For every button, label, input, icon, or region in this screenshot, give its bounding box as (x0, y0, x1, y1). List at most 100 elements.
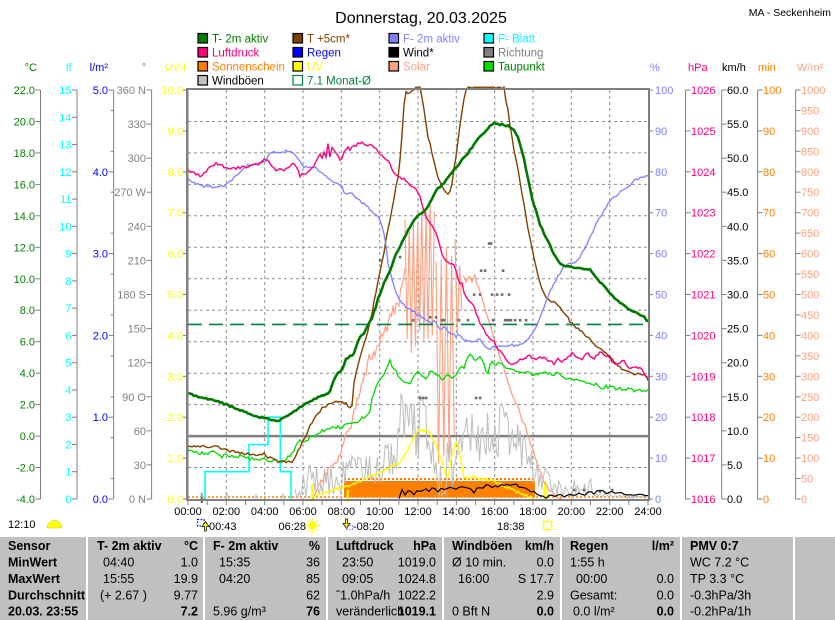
svg-text:7: 7 (65, 303, 71, 315)
svg-text:0.0 l/m²: 0.0 l/m² (573, 605, 615, 619)
svg-text:-2.0: -2.0 (16, 463, 35, 475)
svg-text:70: 70 (763, 208, 775, 220)
svg-text:750: 750 (801, 187, 819, 199)
svg-text:0.0: 0.0 (537, 605, 554, 619)
svg-text:60.0: 60.0 (727, 85, 748, 97)
svg-text:4.0: 4.0 (20, 368, 35, 380)
svg-text:0.0: 0.0 (93, 494, 108, 506)
svg-text:min: min (758, 62, 776, 74)
svg-text:-0.2hPa/1h: -0.2hPa/1h (690, 605, 751, 619)
svg-text:15:35: 15:35 (219, 556, 250, 570)
svg-text:km/h: km/h (525, 539, 554, 553)
svg-text:F- Blatt: F- Blatt (498, 34, 536, 46)
svg-text:70: 70 (655, 208, 667, 220)
svg-text:1: 1 (65, 467, 71, 479)
svg-text:90: 90 (763, 126, 775, 138)
svg-text:°: ° (142, 62, 146, 74)
svg-text:0.0: 0.0 (657, 605, 674, 619)
svg-text:30: 30 (763, 371, 775, 383)
svg-text:450: 450 (801, 310, 819, 322)
svg-text:200: 200 (801, 412, 819, 424)
svg-text:0.0: 0.0 (657, 589, 674, 603)
svg-text:240: 240 (128, 221, 146, 233)
svg-text:%: % (650, 62, 660, 74)
svg-text:04:20: 04:20 (219, 572, 250, 586)
svg-text:25.0: 25.0 (727, 324, 748, 336)
svg-text:hPa: hPa (688, 62, 708, 74)
svg-text:50: 50 (801, 474, 813, 486)
svg-text:l/m²: l/m² (90, 62, 109, 74)
svg-text:W/m²: W/m² (797, 62, 824, 74)
svg-text:850: 850 (801, 146, 819, 158)
svg-text:1016: 1016 (691, 494, 715, 506)
svg-text:T +5cm*: T +5cm* (307, 34, 350, 46)
svg-text:4: 4 (65, 385, 71, 397)
svg-text:km/h: km/h (722, 62, 746, 74)
svg-text:0: 0 (801, 494, 807, 506)
svg-text:80: 80 (763, 167, 775, 179)
svg-text:12: 12 (59, 167, 71, 179)
svg-text:0 N: 0 N (129, 494, 146, 506)
svg-text:-4.0: -4.0 (16, 494, 35, 506)
svg-text:1021: 1021 (691, 290, 715, 302)
svg-text:1024.8: 1024.8 (398, 572, 436, 586)
svg-text:F- 2m aktiv: F- 2m aktiv (403, 34, 460, 46)
svg-text:2: 2 (65, 440, 71, 452)
svg-text:02:00: 02:00 (213, 506, 241, 518)
svg-text:18:00: 18:00 (519, 506, 547, 518)
svg-text:1019: 1019 (691, 371, 715, 383)
svg-text:0 Bft N: 0 Bft N (452, 605, 490, 619)
svg-text:1022: 1022 (691, 249, 715, 261)
svg-text:0.0: 0.0 (657, 572, 674, 586)
svg-text:Gesamt:: Gesamt: (570, 589, 617, 603)
svg-text:50: 50 (763, 290, 775, 302)
svg-text:16:00: 16:00 (481, 506, 509, 518)
svg-text:40.0: 40.0 (727, 221, 748, 233)
svg-text:Sonnenschein: Sonnenschein (212, 62, 285, 74)
svg-text:Richtung: Richtung (498, 48, 543, 60)
svg-text:Ø 10 min.: Ø 10 min. (452, 556, 506, 570)
svg-text:1.0: 1.0 (168, 453, 183, 465)
svg-text:6.0: 6.0 (168, 249, 183, 261)
svg-text:210: 210 (128, 255, 146, 267)
svg-text:8.0: 8.0 (168, 167, 183, 179)
svg-text:lf: lf (66, 62, 72, 74)
svg-text:Windböen: Windböen (212, 76, 264, 88)
svg-text:06:28: 06:28 (278, 521, 306, 533)
svg-text:10: 10 (655, 453, 667, 465)
svg-text:180 S: 180 S (117, 290, 146, 302)
svg-text:35.0: 35.0 (727, 255, 748, 267)
svg-text:Solar: Solar (403, 62, 430, 74)
svg-text:23:50: 23:50 (342, 556, 373, 570)
svg-text:ˆ1.0hPa/h: ˆ1.0hPa/h (336, 589, 390, 603)
svg-text:330: 330 (128, 119, 146, 131)
svg-text:Sensor: Sensor (8, 539, 51, 553)
svg-text:0.0: 0.0 (537, 556, 554, 570)
svg-text:Luftdruck: Luftdruck (336, 539, 394, 553)
svg-text:5: 5 (65, 358, 71, 370)
svg-text:1026: 1026 (691, 85, 715, 97)
svg-text:Luftdruck: Luftdruck (212, 48, 260, 60)
svg-text:1.0: 1.0 (181, 556, 198, 570)
svg-text:14: 14 (59, 112, 71, 124)
svg-text:Windböen: Windböen (452, 539, 512, 553)
svg-text:S 17.7: S 17.7 (518, 572, 554, 586)
svg-text:15.0: 15.0 (727, 392, 748, 404)
svg-text:13: 13 (59, 140, 71, 152)
svg-text:1025: 1025 (691, 126, 715, 138)
svg-text:Regen: Regen (307, 48, 341, 60)
svg-text:6.0: 6.0 (20, 337, 35, 349)
svg-text:40: 40 (763, 330, 775, 342)
svg-text:18:38: 18:38 (497, 521, 525, 533)
svg-text:550: 550 (801, 269, 819, 281)
svg-text:80: 80 (655, 167, 667, 179)
svg-text:900: 900 (801, 126, 819, 138)
svg-text:12:10: 12:10 (8, 519, 36, 531)
svg-text:8.0: 8.0 (20, 305, 35, 317)
svg-text:950: 950 (801, 106, 819, 118)
svg-text:°C: °C (25, 62, 37, 74)
svg-text:1017: 1017 (691, 453, 715, 465)
svg-text:7.2: 7.2 (181, 605, 198, 619)
svg-text:7.0: 7.0 (168, 208, 183, 220)
svg-text:500: 500 (801, 290, 819, 302)
